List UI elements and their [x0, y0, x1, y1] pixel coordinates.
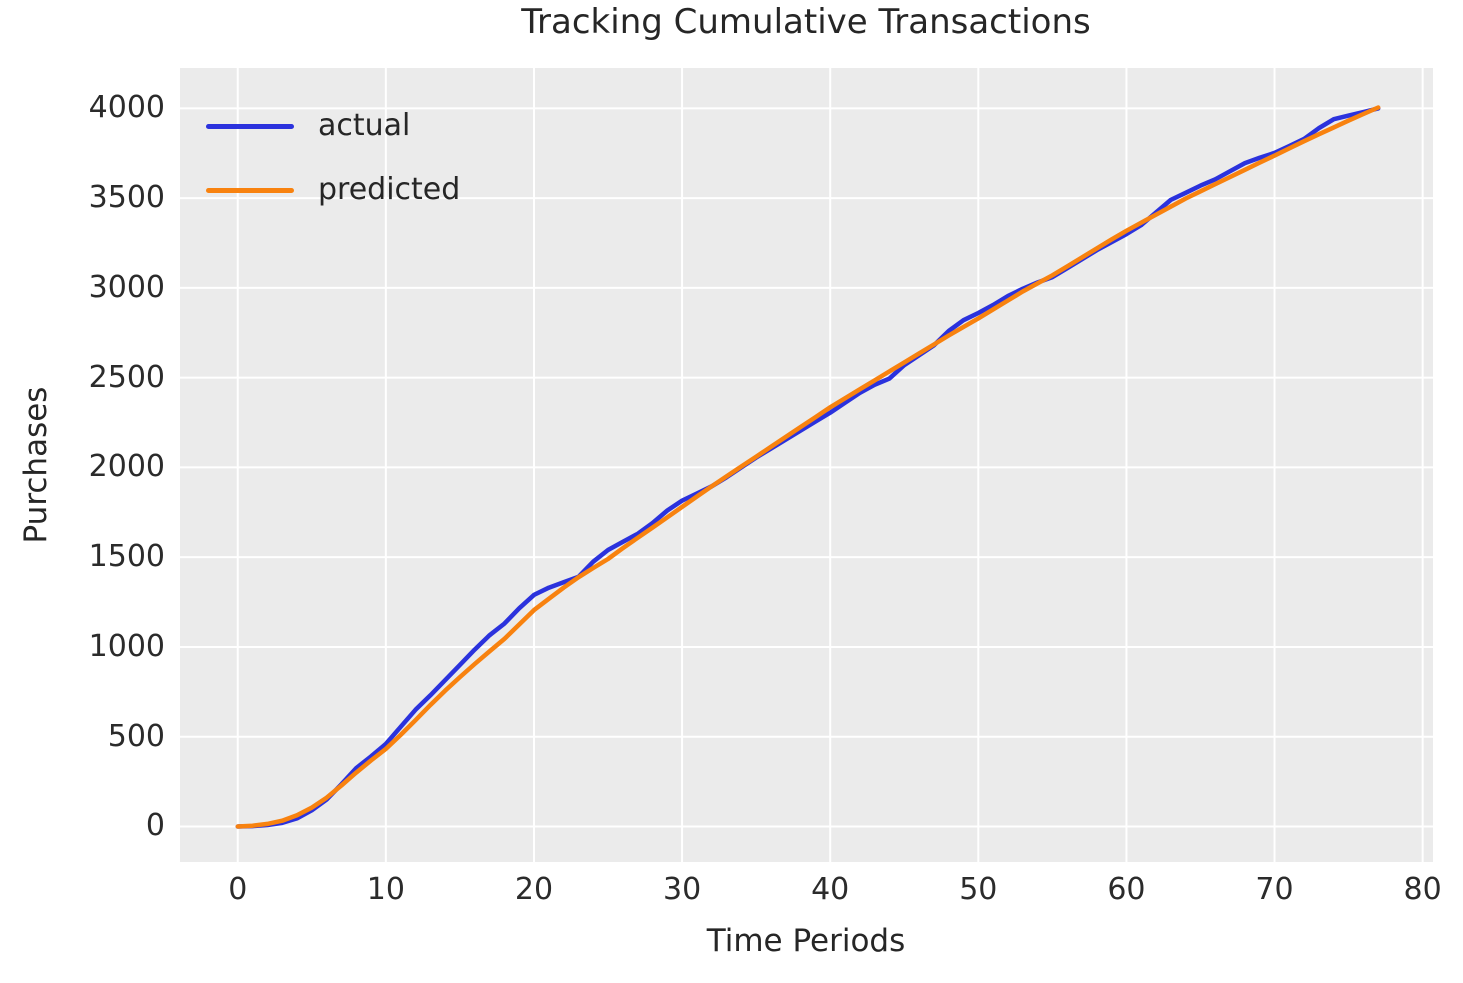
- y-tick-label: 500: [107, 718, 165, 754]
- x-tick-label: 70: [1255, 872, 1294, 907]
- x-tick-label: 20: [514, 872, 554, 907]
- line-chart-canvas: [180, 68, 1433, 862]
- x-tick-label: 30: [662, 872, 702, 907]
- legend-item-predicted: predicted: [206, 158, 460, 222]
- y-tick-label: 1500: [88, 539, 165, 575]
- y-tick-label: 2000: [88, 449, 165, 485]
- y-tick-label: 1000: [88, 628, 165, 664]
- x-tick-label: 60: [1107, 872, 1146, 907]
- x-tick-label: 0: [228, 872, 248, 907]
- y-tick-label: 3000: [88, 269, 165, 305]
- legend-item-actual: actual: [206, 94, 460, 158]
- y-axis-label: Purchases: [18, 386, 54, 544]
- plot-area: [180, 68, 1433, 862]
- chart-title: Tracking Cumulative Transactions: [521, 2, 1091, 42]
- x-axis-label: Time Periods: [706, 923, 906, 959]
- legend-swatch-actual: [206, 123, 294, 129]
- y-tick-label: 3500: [88, 180, 165, 216]
- y-tick-label: 2500: [88, 359, 165, 395]
- x-tick-label: 40: [811, 872, 850, 907]
- y-tick-label: 0: [145, 808, 165, 844]
- legend-label-predicted: predicted: [318, 172, 461, 207]
- x-tick-label: 80: [1403, 872, 1442, 907]
- x-tick-label: 10: [366, 872, 405, 907]
- x-tick-label: 50: [959, 872, 998, 907]
- legend-swatch-predicted: [206, 187, 294, 193]
- legend-label-actual: actual: [318, 108, 411, 143]
- legend: actual predicted: [206, 94, 460, 222]
- y-tick-label: 4000: [88, 90, 165, 126]
